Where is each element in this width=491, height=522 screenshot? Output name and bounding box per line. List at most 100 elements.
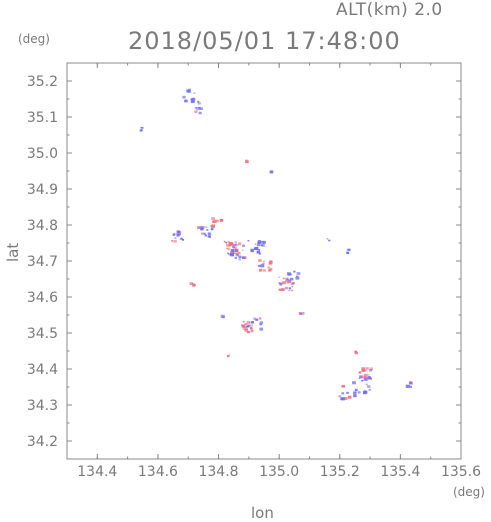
echo-cell xyxy=(191,97,196,101)
echo-cell xyxy=(260,264,265,268)
echo-cell xyxy=(359,375,363,379)
echo-cell xyxy=(192,283,196,287)
echo-cell xyxy=(227,240,230,243)
echo-cell xyxy=(256,243,261,247)
echo-cell xyxy=(362,390,367,394)
echo-cell xyxy=(235,243,237,246)
echo-cell xyxy=(178,233,182,236)
echo-cell xyxy=(181,238,185,241)
x-tick-label: 134.4 xyxy=(77,464,117,480)
echo-cell xyxy=(296,272,301,276)
echo-cell xyxy=(207,236,210,238)
echo-cell xyxy=(191,282,194,285)
echo-cell xyxy=(140,126,142,129)
echo-cell xyxy=(254,246,259,251)
echo-cell xyxy=(221,315,225,319)
echo-cell xyxy=(269,260,273,264)
echo-cell xyxy=(295,276,300,280)
echo-cell xyxy=(208,233,212,236)
echo-cell xyxy=(184,99,188,103)
echo-cell xyxy=(230,253,235,257)
echo-cell xyxy=(188,88,191,91)
echo-cell xyxy=(340,397,344,401)
x-tick-label: 135.0 xyxy=(259,464,299,480)
chart-title: 2018/05/01 17:48:00 xyxy=(128,27,401,55)
echo-cell xyxy=(236,244,239,247)
echo-cell xyxy=(353,394,357,398)
echo-cell xyxy=(227,252,229,255)
echo-cell xyxy=(242,244,245,247)
echo-cell xyxy=(198,111,202,115)
echo-cell xyxy=(258,268,263,272)
echo-cell xyxy=(278,282,280,284)
echo-cell xyxy=(176,233,180,236)
echo-cell xyxy=(206,229,209,231)
echo-cell xyxy=(197,102,201,105)
echo-cell xyxy=(256,319,259,321)
echo-cell xyxy=(268,262,273,266)
echo-cell xyxy=(235,253,240,257)
echo-cell xyxy=(234,241,237,244)
echo-cell xyxy=(212,219,217,223)
echo-cell xyxy=(288,289,291,292)
echo-cell xyxy=(301,312,305,315)
y-ticks: 34.2 34.3 34.4 34.5 34.6 34.7 34.8 34.9 35.0 35.1… xyxy=(27,62,461,460)
echo-cell xyxy=(219,218,224,222)
echo-cell xyxy=(363,370,366,372)
echo-cell xyxy=(282,277,285,280)
y-tick-label: 34.9 xyxy=(27,182,58,198)
echo-cell xyxy=(139,129,143,132)
echo-cell xyxy=(267,266,270,269)
echo-cell xyxy=(341,392,345,395)
echo-cell xyxy=(204,234,208,237)
echo-cell xyxy=(226,247,229,250)
echo-cell xyxy=(226,243,230,247)
echo-cell xyxy=(270,170,273,172)
echo-cell xyxy=(247,239,250,242)
echo-cell xyxy=(258,249,261,251)
echo-cell xyxy=(197,100,200,103)
echo-cell xyxy=(354,350,358,353)
echo-cell xyxy=(289,277,294,281)
echo-cell xyxy=(263,260,265,263)
echo-cell xyxy=(246,325,250,328)
echo-cell xyxy=(234,249,238,252)
y-unit-label: (deg) xyxy=(18,32,50,46)
echo-cell xyxy=(197,226,201,229)
echo-cell xyxy=(245,160,249,164)
echo-cell xyxy=(291,285,294,288)
echo-cell xyxy=(260,244,264,247)
echo-cell xyxy=(228,354,231,356)
echo-cell xyxy=(210,228,214,231)
echo-cell xyxy=(227,248,231,251)
echo-cell xyxy=(193,100,195,102)
echo-cell xyxy=(363,373,368,377)
echo-cell xyxy=(341,384,345,388)
echo-cell xyxy=(405,384,410,388)
echo-cell xyxy=(287,273,291,276)
echo-cell xyxy=(258,317,262,320)
echo-cell xyxy=(179,237,183,241)
echo-cell xyxy=(338,395,342,398)
echo-cell xyxy=(228,242,231,245)
echo-cell xyxy=(288,287,292,290)
y-tick-label: 35.1 xyxy=(27,110,58,126)
echo-cell xyxy=(369,367,373,371)
echo-cell xyxy=(282,281,286,285)
echo-cell xyxy=(232,246,235,248)
echo-cell xyxy=(284,286,289,290)
echo-cell xyxy=(173,239,177,243)
echo-cell xyxy=(364,376,367,379)
echo-cell xyxy=(199,107,203,110)
echo-cell xyxy=(368,388,371,391)
echo-cell xyxy=(237,252,241,255)
echo-cell xyxy=(238,255,242,259)
echo-cell xyxy=(259,322,263,326)
echo-cell xyxy=(269,267,273,271)
echo-cell xyxy=(235,252,239,255)
echo-cell xyxy=(354,351,358,355)
echo-cell xyxy=(246,320,251,324)
echo-cell xyxy=(326,238,329,240)
echo-cell xyxy=(233,244,237,247)
x-axis-label: lon xyxy=(251,504,274,522)
